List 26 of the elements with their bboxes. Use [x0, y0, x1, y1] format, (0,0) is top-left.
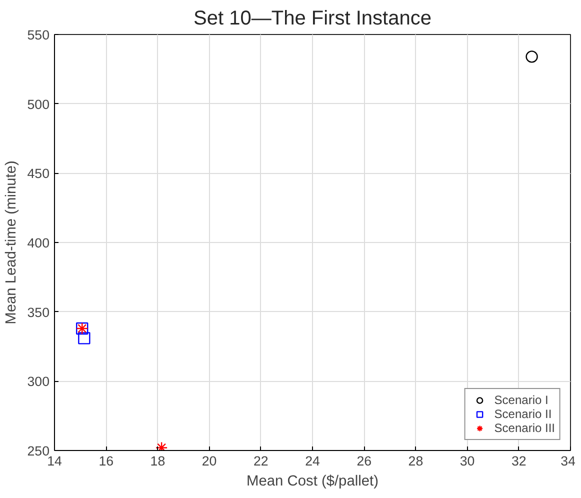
x-tick-label: 34 — [560, 454, 576, 468]
x-tick-label: 18 — [150, 454, 166, 468]
y-tick-label: 300 — [27, 374, 50, 390]
x-tick-label: 28 — [408, 454, 424, 468]
x-tick-label: 14 — [47, 454, 62, 468]
x-tick-label: 16 — [98, 454, 114, 468]
legend-label: Scenario I — [494, 393, 548, 407]
y-axis-title: Mean Lead-time (minute) — [3, 160, 20, 324]
point — [526, 50, 538, 63]
legend-label: Scenario II — [494, 407, 552, 421]
y-tick-label: 250 — [27, 444, 50, 458]
x-axis-title: Mean Cost ($/pallet) — [246, 474, 378, 490]
chart-title: Set 10—The First Instance — [194, 8, 432, 30]
y-tick-label: 450 — [27, 166, 50, 182]
x-tick-label: 22 — [253, 454, 268, 468]
x-tick-label: 24 — [305, 454, 320, 468]
point — [78, 332, 90, 344]
x-tick-label: 20 — [202, 454, 217, 468]
y-tick-label: 500 — [27, 96, 50, 112]
y-tick-label: 400 — [27, 236, 50, 250]
x-tick-label: 26 — [356, 454, 372, 468]
legend-label: Scenario III — [494, 421, 555, 435]
x-tick-label: 32 — [511, 454, 526, 468]
y-tick-label: 550 — [27, 28, 50, 42]
y-tick-label: 350 — [27, 304, 50, 320]
x-tick-label: 30 — [460, 454, 475, 468]
